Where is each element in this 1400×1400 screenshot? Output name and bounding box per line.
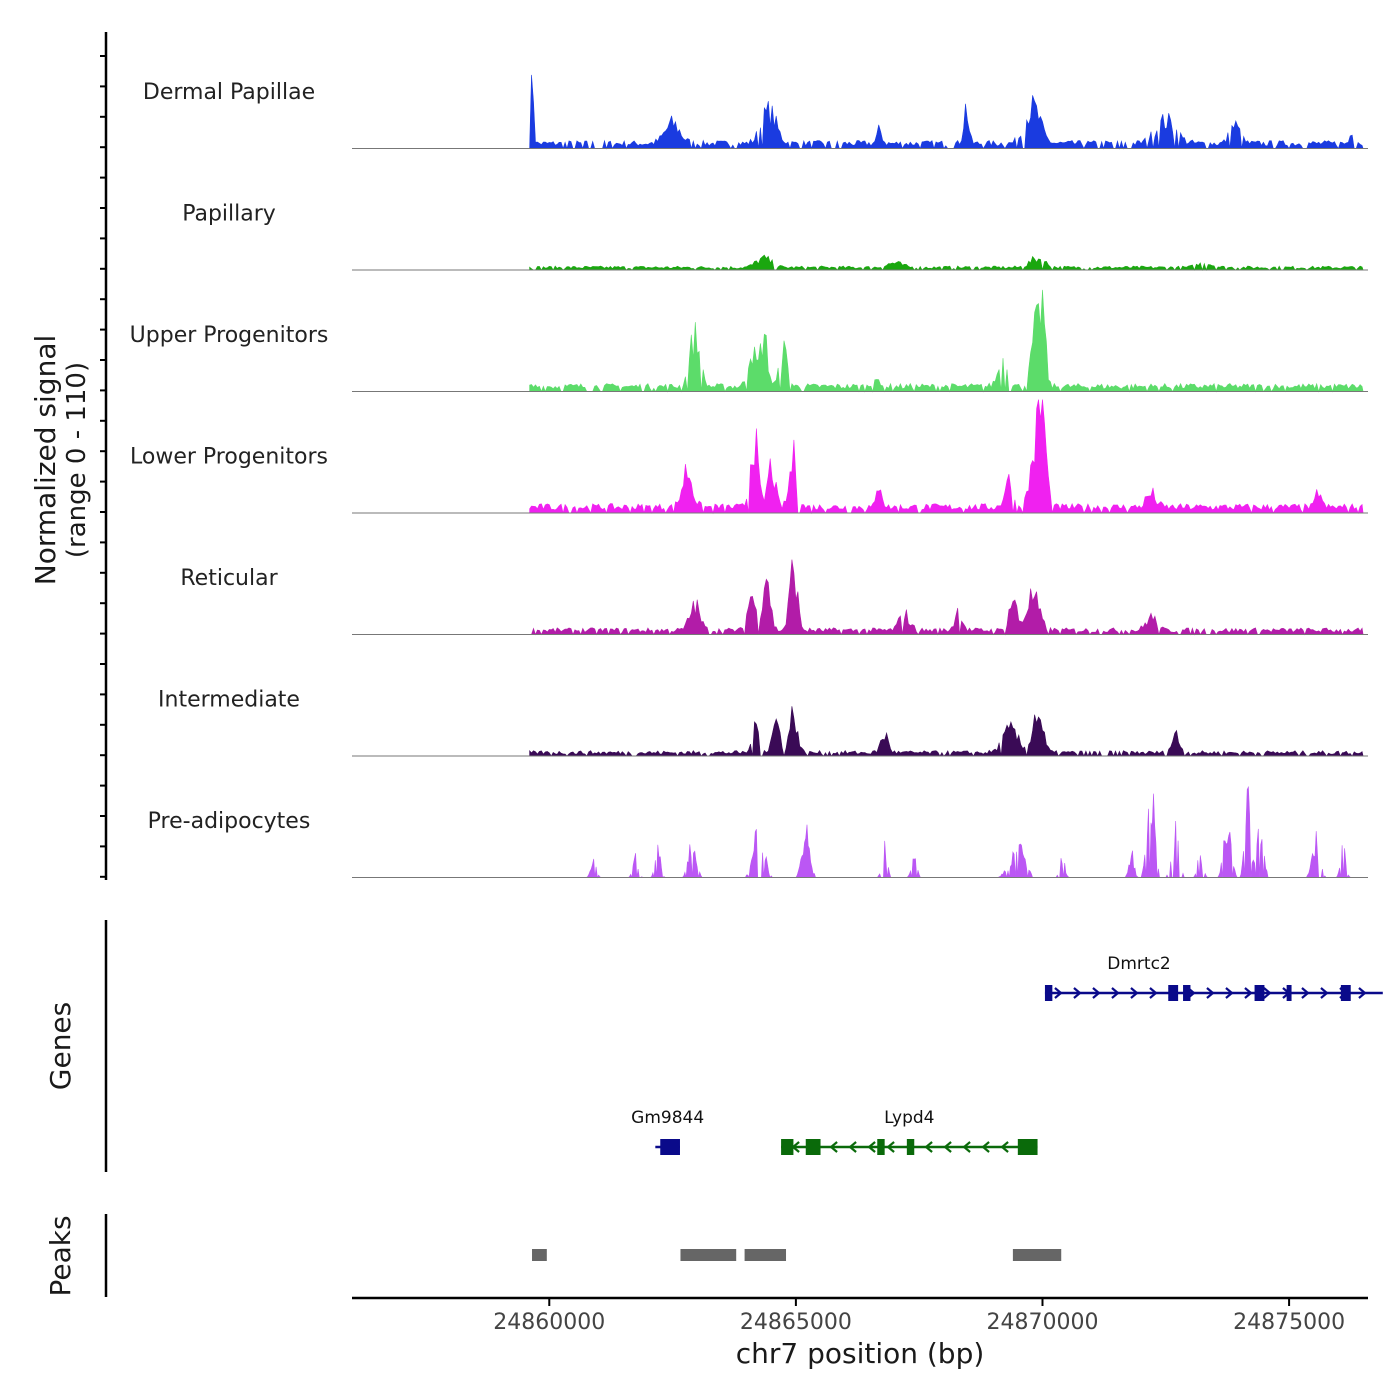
coverage-area: [529, 74, 1364, 150]
exon: [906, 1139, 915, 1155]
peak-region: [532, 1249, 547, 1261]
track-label: Upper Progenitors: [130, 323, 329, 348]
coverage-area: [529, 706, 1364, 757]
gene-track: Genes Dmrtc2 Gm9844 Lypd4: [44, 920, 1383, 1172]
coverage-track: Reticular: [180, 559, 1368, 636]
exon: [1044, 985, 1053, 1001]
peak-track: Peaks: [44, 1214, 1062, 1297]
strand-arrow: [867, 1141, 876, 1153]
strand-arrow: [829, 1141, 838, 1153]
gene-label: Lypd4: [884, 1108, 934, 1128]
strand-arrow: [1320, 987, 1329, 999]
strand-arrow: [1358, 987, 1367, 999]
x-tick-label: 24865000: [740, 1310, 852, 1335]
strand-arrow: [1244, 987, 1253, 999]
gene-label: Gm9844: [631, 1108, 704, 1128]
peak-region: [744, 1249, 787, 1261]
x-tick-label: 24870000: [986, 1310, 1098, 1335]
coverage-track: Upper Progenitors: [130, 289, 1368, 393]
gene: Dmrtc2: [1044, 954, 1383, 1001]
coverage-ylabel-group: Normalized signal (range 0 - 110): [29, 335, 92, 586]
exon: [877, 1139, 885, 1155]
peaks-label-group: Peaks: [44, 1215, 77, 1296]
strand-arrow: [886, 1141, 895, 1153]
exon: [1286, 985, 1292, 1001]
genes-label: Genes: [44, 1002, 77, 1090]
coverage-area: [529, 785, 1364, 879]
strand-arrow: [1054, 987, 1063, 999]
strand-arrow: [1000, 1141, 1009, 1153]
strand-arrow: [943, 1141, 952, 1153]
exon: [1168, 985, 1179, 1001]
track-label: Intermediate: [158, 688, 300, 713]
strand-arrow: [848, 1141, 857, 1153]
strand-arrow: [924, 1141, 933, 1153]
strand-arrow: [1149, 987, 1158, 999]
strand-arrow: [1263, 987, 1272, 999]
coverage-track: Pre-adipocytes: [148, 785, 1368, 879]
exon: [1340, 985, 1351, 1001]
peak-region: [1012, 1249, 1062, 1261]
strand-arrow: [1206, 987, 1215, 999]
x-tick-label: 24860000: [493, 1310, 605, 1335]
strand-arrow: [1225, 987, 1234, 999]
strand-arrow: [1092, 987, 1101, 999]
track-label: Papillary: [182, 202, 276, 227]
strand-arrow: [1111, 987, 1120, 999]
exon: [1183, 985, 1191, 1001]
coverage-track: Lower Progenitors: [130, 399, 1368, 515]
coverage-track: Dermal Papillae: [143, 74, 1368, 150]
track-label: Dermal Papillae: [143, 80, 315, 105]
gene: Lypd4: [781, 1108, 1038, 1155]
strand-arrow: [962, 1141, 971, 1153]
exon: [1254, 985, 1265, 1001]
coverage-ylabel: Normalized signal: [29, 335, 62, 586]
coverage-area: [529, 254, 1364, 272]
coverage-area: [529, 289, 1364, 393]
exon: [805, 1139, 821, 1155]
gene-label: Dmrtc2: [1107, 954, 1170, 974]
strand-arrow: [1130, 987, 1139, 999]
coverage-area: [529, 399, 1364, 515]
strand-arrow: [981, 1141, 990, 1153]
x-axis: 24860000 24865000 24870000 24875000 chr7 pos…: [352, 1296, 1368, 1370]
x-axis-label: chr7 position (bp): [736, 1337, 985, 1370]
peaks-label: Peaks: [44, 1215, 77, 1296]
exon: [660, 1139, 680, 1155]
coverage-track: Intermediate: [158, 688, 1368, 757]
strand-arrow: [1073, 987, 1082, 999]
coverage-track: Papillary: [182, 202, 1368, 272]
coverage-tracks: Dermal Papillae Papillary Upper Progenitor…: [130, 74, 1368, 879]
gene: Gm9844: [631, 1108, 704, 1155]
x-tick-label: 24875000: [1233, 1310, 1345, 1335]
track-label: Pre-adipocytes: [148, 809, 311, 834]
coverage-ylabel-range: (range 0 - 110): [62, 362, 92, 558]
coverage-area: [529, 559, 1364, 636]
peak-region: [680, 1249, 737, 1261]
track-label: Reticular: [180, 566, 278, 591]
strand-arrow: [1301, 987, 1310, 999]
track-label: Lower Progenitors: [130, 445, 328, 470]
left-axes: Normalized signal (range 0 - 110): [29, 32, 108, 880]
exon: [1017, 1139, 1038, 1155]
exon: [781, 1139, 794, 1155]
genes-label-group: Genes: [44, 1002, 77, 1090]
